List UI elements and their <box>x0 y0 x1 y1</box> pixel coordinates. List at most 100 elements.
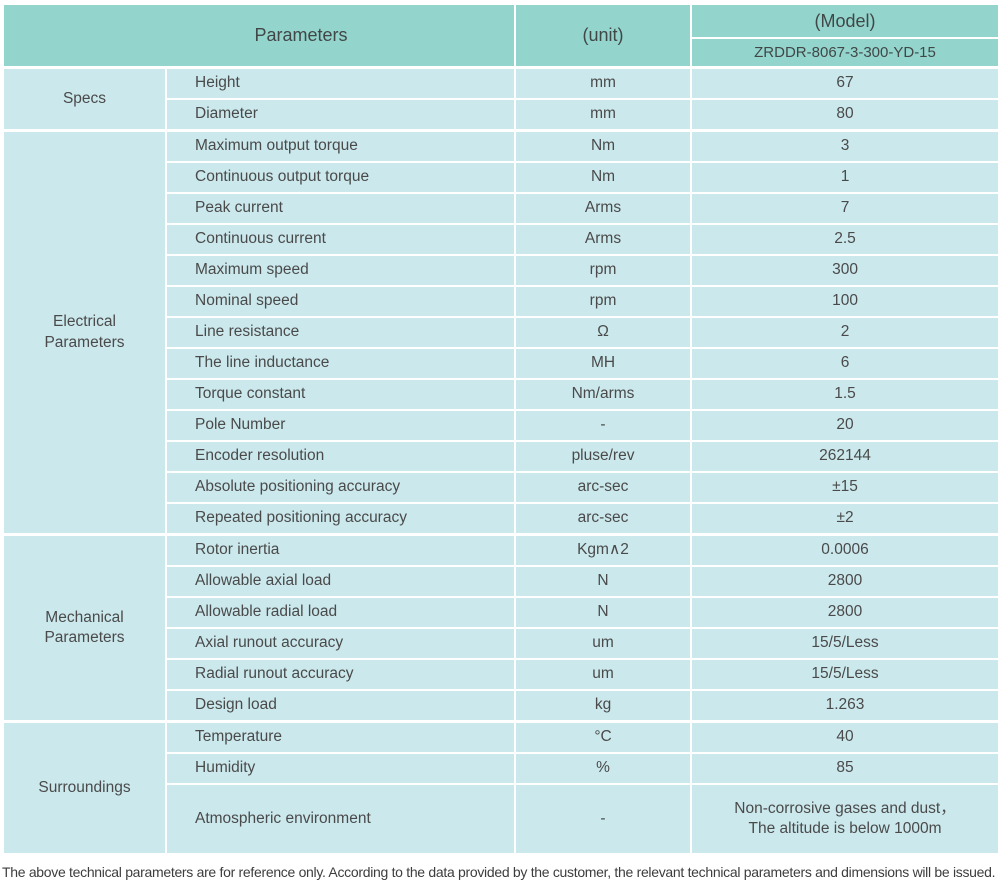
param-value: 3 <box>690 129 1000 163</box>
unit-value: Nm <box>514 129 693 163</box>
unit-value: Nm <box>514 161 693 194</box>
param-value: 15/5/Less <box>690 658 1000 691</box>
table-row: Continuous current Arms 2.5 <box>3 223 1000 256</box>
unit-value: MH <box>514 347 693 380</box>
param-label: Atmospheric environment <box>164 783 517 855</box>
unit-header: (unit) <box>514 3 693 69</box>
param-value: ±2 <box>690 502 1000 536</box>
unit-value: N <box>514 596 693 629</box>
param-label: Rotor inertia <box>164 533 517 567</box>
param-label: Axial runout accuracy <box>164 627 517 660</box>
param-label: Continuous output torque <box>164 161 517 194</box>
param-label: Encoder resolution <box>164 440 517 473</box>
param-label: Allowable axial load <box>164 565 517 598</box>
table-row: Axial runout accuracy um 15/5/Less <box>3 627 1000 660</box>
unit-value: mm <box>514 98 693 132</box>
unit-value: kg <box>514 689 693 723</box>
param-value: 40 <box>690 720 1000 754</box>
unit-value: um <box>514 658 693 691</box>
header-row: Parameters (unit) (Model) <box>1 3 1000 69</box>
table-row: Electrical Parameters Maximum output tor… <box>2 129 1000 536</box>
table-row: Maximum speed rpm 300 <box>3 254 1000 287</box>
param-label: Repeated positioning accuracy <box>164 502 517 536</box>
param-label: Diameter <box>164 98 517 132</box>
unit-value: rpm <box>514 254 693 287</box>
param-label: Torque constant <box>164 378 517 411</box>
table-row: Allowable axial load N 2800 <box>3 565 1000 598</box>
param-value: 2800 <box>690 596 1000 629</box>
unit-value: Kgm∧2 <box>514 533 693 567</box>
unit-value: Arms <box>514 223 693 256</box>
table-row: Humidity % 85 <box>3 752 1000 785</box>
param-label: The line inductance <box>164 347 517 380</box>
param-value: 1 <box>690 161 1000 194</box>
model-number: ZRDDR-8067-3-300-YD-15 <box>690 37 1000 69</box>
spec-sheet-page: Parameters (unit) (Model) ZRDDR-8067-3-3… <box>0 3 1000 880</box>
table-body: Specs Height mm 67 Diameter mm 80 Electr… <box>2 66 1000 855</box>
category-label-surroundings: Surroundings <box>2 720 167 855</box>
unit-value: rpm <box>514 285 693 318</box>
table-row: Nominal speed rpm 100 <box>3 285 1000 318</box>
unit-value: pluse/rev <box>514 440 693 473</box>
unit-value: Ω <box>514 316 693 349</box>
param-value: 2.5 <box>690 223 1000 256</box>
table-row: Repeated positioning accuracy arc-sec ±2 <box>3 502 1000 536</box>
unit-value: °C <box>514 720 693 754</box>
unit-value: arc-sec <box>514 502 693 536</box>
header-model-row: ZRDDR-8067-3-300-YD-15 <box>3 37 1000 69</box>
table-row: Peak current Arms 7 <box>3 192 1000 225</box>
category-label-electrical: Electrical Parameters <box>2 129 167 536</box>
table-row: Line resistance Ω 2 <box>3 316 1000 349</box>
param-label: Design load <box>164 689 517 723</box>
param-value: 1.5 <box>690 378 1000 411</box>
param-label: Continuous current <box>164 223 517 256</box>
param-value: 100 <box>690 285 1000 318</box>
param-value: 15/5/Less <box>690 627 1000 660</box>
param-value: 2800 <box>690 565 1000 598</box>
param-value: 300 <box>690 254 1000 287</box>
table-row: Diameter mm 80 <box>3 98 1000 132</box>
param-label: Maximum speed <box>164 254 517 287</box>
unit-value: - <box>514 783 693 855</box>
param-label: Radial runout accuracy <box>164 658 517 691</box>
param-value: 85 <box>690 752 1000 785</box>
unit-value: mm <box>514 66 693 100</box>
parameters-table: Parameters (unit) (Model) ZRDDR-8067-3-3… <box>1 3 1000 855</box>
unit-value: Arms <box>514 192 693 225</box>
param-label: Height <box>164 66 517 100</box>
param-value: 67 <box>690 66 1000 100</box>
param-label: Line resistance <box>164 316 517 349</box>
param-label: Absolute positioning accuracy <box>164 471 517 504</box>
model-header: (Model) <box>690 3 1000 39</box>
param-label: Pole Number <box>164 409 517 442</box>
param-value: 7 <box>690 192 1000 225</box>
table-row: The line inductance MH 6 <box>3 347 1000 380</box>
param-label: Nominal speed <box>164 285 517 318</box>
table-row: Radial runout accuracy um 15/5/Less <box>3 658 1000 691</box>
param-value: ±15 <box>690 471 1000 504</box>
table-row: Surroundings Temperature °C 40 <box>2 720 1000 855</box>
unit-value: % <box>514 752 693 785</box>
param-value: 0.0006 <box>690 533 1000 567</box>
unit-value: - <box>514 409 693 442</box>
param-value: 262144 <box>690 440 1000 473</box>
param-label: Maximum output torque <box>164 129 517 163</box>
table-row: Pole Number - 20 <box>3 409 1000 442</box>
param-value: 80 <box>690 98 1000 132</box>
table-row: Torque constant Nm/arms 1.5 <box>3 378 1000 411</box>
param-label: Humidity <box>164 752 517 785</box>
param-value: Non-corrosive gases and dust， The altitu… <box>690 783 1000 855</box>
unit-value: um <box>514 627 693 660</box>
unit-value: N <box>514 565 693 598</box>
table-row: Encoder resolution pluse/rev 262144 <box>3 440 1000 473</box>
param-value: 2 <box>690 316 1000 349</box>
param-label: Allowable radial load <box>164 596 517 629</box>
param-value: 6 <box>690 347 1000 380</box>
table-header: Parameters (unit) (Model) ZRDDR-8067-3-3… <box>1 3 1000 69</box>
param-value: 20 <box>690 409 1000 442</box>
table-row: Mechanical Parameters Rotor inertia Kgm∧… <box>2 533 1000 723</box>
table-row: Absolute positioning accuracy arc-sec ±1… <box>3 471 1000 504</box>
table-row: Specs Height mm 67 <box>2 66 1000 132</box>
unit-value: arc-sec <box>514 471 693 504</box>
param-label: Peak current <box>164 192 517 225</box>
